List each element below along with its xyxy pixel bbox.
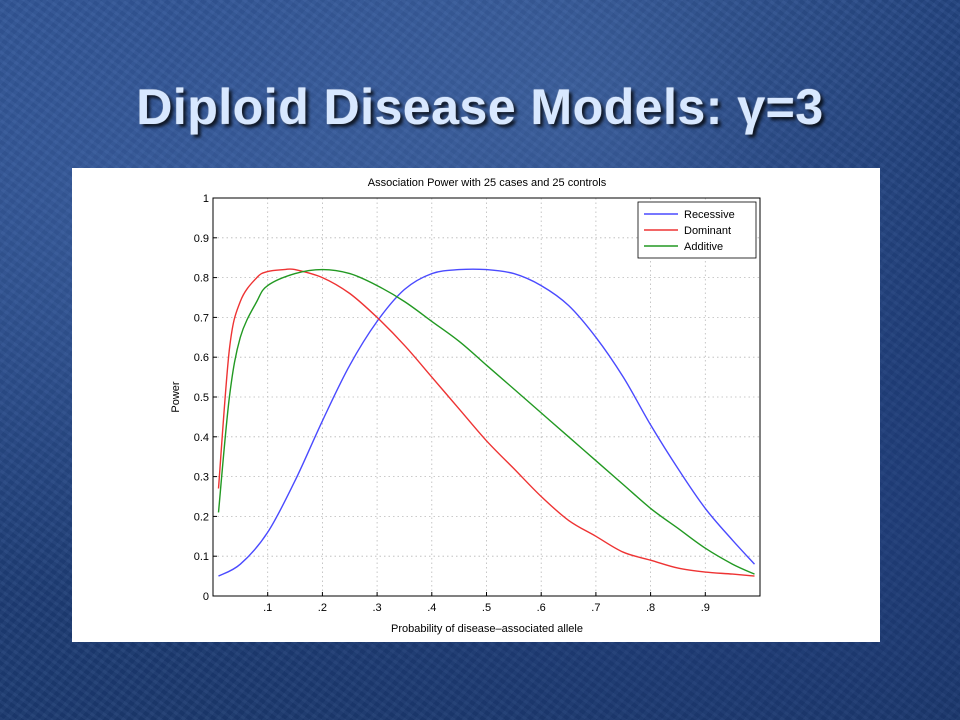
y-tick-label: 0.9 bbox=[194, 233, 209, 245]
legend-label: Dominant bbox=[684, 225, 731, 237]
y-axis-ticks: 0 0.1 0.2 0.3 0.4 0.5 0.6 0.7 0.8 0.9 1 bbox=[194, 193, 217, 603]
y-axis-label: Power bbox=[170, 381, 182, 413]
y-tick-label: 0.2 bbox=[194, 511, 209, 523]
y-tick-label: 0.5 bbox=[194, 392, 209, 404]
x-tick-label: .7 bbox=[591, 602, 600, 614]
x-tick-label: .3 bbox=[373, 602, 382, 614]
y-tick-label: 0.7 bbox=[194, 312, 209, 324]
x-tick-label: .4 bbox=[427, 602, 436, 614]
y-tick-label: 0.4 bbox=[194, 432, 209, 444]
series-lines bbox=[217, 268, 756, 577]
y-tick-label: 0.6 bbox=[194, 352, 209, 364]
x-tick-label: .6 bbox=[537, 602, 546, 614]
series-line-additive bbox=[217, 268, 755, 575]
legend-label: Additive bbox=[684, 241, 723, 253]
x-tick-label: .9 bbox=[701, 602, 710, 614]
chart-card: Association Power with 25 cases and 25 c… bbox=[72, 168, 880, 642]
x-tick-label: .1 bbox=[263, 602, 272, 614]
series-line-recessive bbox=[218, 268, 756, 577]
x-tick-label: .8 bbox=[646, 602, 655, 614]
legend: Recessive Dominant Additive bbox=[637, 201, 757, 259]
y-tick-label: 1 bbox=[203, 193, 209, 205]
legend-box bbox=[637, 201, 757, 259]
chart-title: Association Power with 25 cases and 25 c… bbox=[368, 177, 607, 189]
x-axis-ticks: .1 .2 .3 .4 .5 .6 .7 .8 .9 bbox=[263, 592, 710, 614]
y-tick-label: 0.1 bbox=[194, 551, 209, 563]
x-tick-label: .5 bbox=[482, 602, 491, 614]
power-chart: Association Power with 25 cases and 25 c… bbox=[170, 177, 761, 635]
y-tick-label: 0 bbox=[203, 591, 209, 603]
x-tick-label: .2 bbox=[318, 602, 327, 614]
slide-title: Diploid Disease Models: γ=3 bbox=[136, 79, 824, 135]
y-tick-label: 0.3 bbox=[194, 472, 209, 484]
y-tick-label: 0.8 bbox=[194, 273, 209, 285]
legend-label: Recessive bbox=[684, 209, 735, 221]
series-line-dominant bbox=[217, 268, 755, 577]
x-axis-label: Probability of disease–associated allele bbox=[391, 623, 583, 635]
